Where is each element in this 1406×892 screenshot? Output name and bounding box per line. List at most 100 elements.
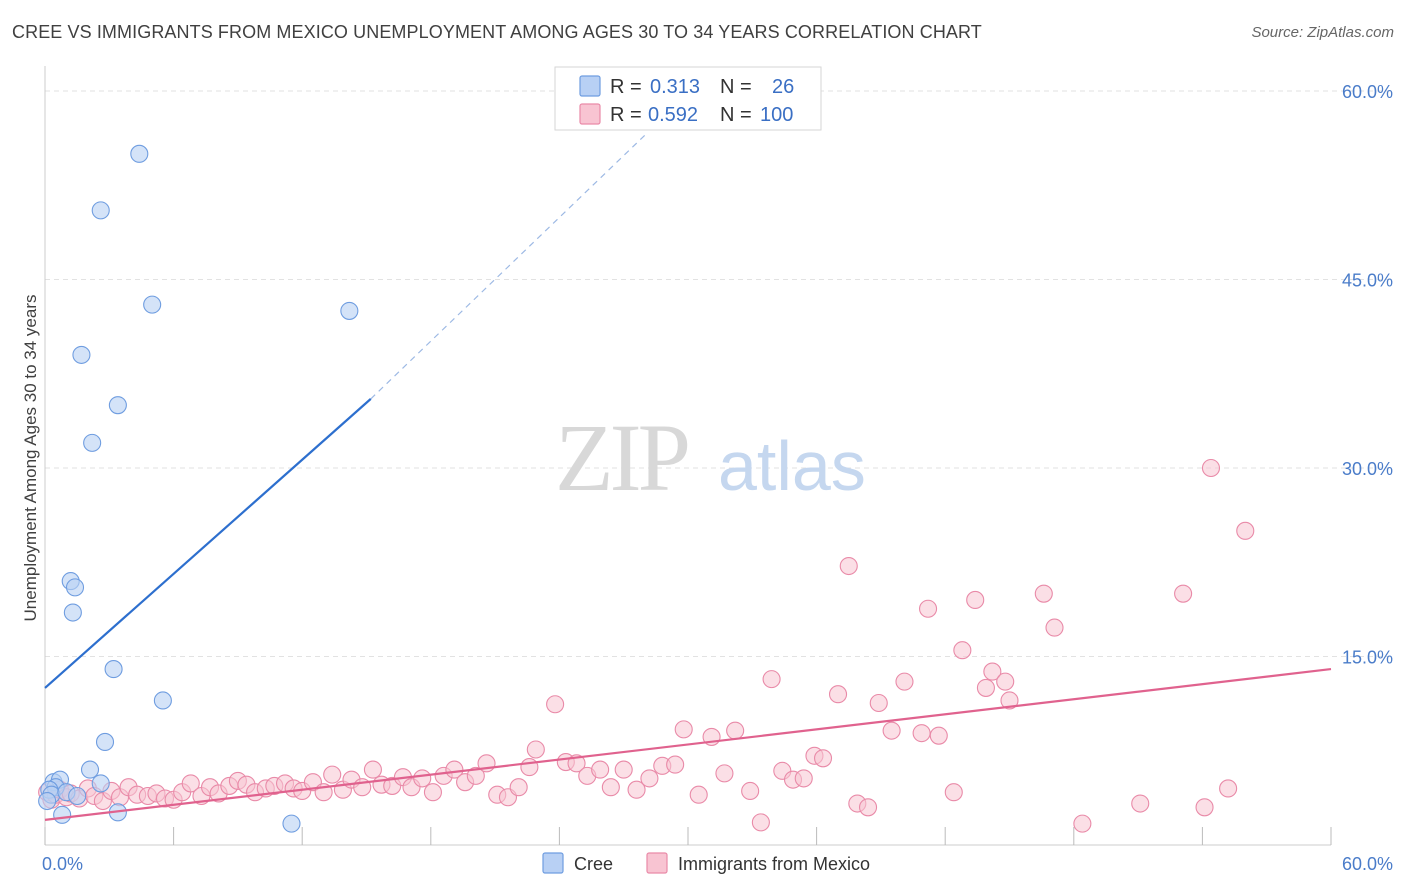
legend-r-value-cree: 0.313 <box>650 76 700 98</box>
chart-title: CREE VS IMMIGRANTS FROM MEXICO UNEMPLOYM… <box>12 22 982 42</box>
grid-layer <box>45 90 1392 657</box>
bottom-legend: Cree Immigrants from Mexico <box>542 852 870 874</box>
point-cree-22 <box>53 805 72 824</box>
point-mexico-101 <box>1195 798 1214 817</box>
point-mexico-80 <box>839 556 858 576</box>
point-mexico-70 <box>726 721 745 740</box>
source-label: Source: ZipAtlas.com <box>1251 24 1394 41</box>
point-cree-1 <box>91 201 110 220</box>
point-mexico-66 <box>674 720 693 739</box>
point-mexico-54 <box>526 740 545 759</box>
watermark-atlas: atlas <box>718 427 866 505</box>
point-cree-13 <box>80 760 100 779</box>
point-mexico-87 <box>919 599 938 618</box>
point-mexico-91 <box>966 590 985 610</box>
y-tick-label-0: 15.0% <box>1342 648 1393 668</box>
bottom-legend-label-cree: Cree <box>574 854 613 874</box>
y-axis-label: Unemployment Among Ages 30 to 34 years <box>21 295 40 622</box>
trend-layer <box>44 134 1332 821</box>
legend-swatch-cree <box>579 75 601 97</box>
point-mexico-65 <box>666 755 685 774</box>
y-tick-label-3: 60.0% <box>1342 82 1393 102</box>
point-cree-12 <box>95 732 115 752</box>
point-cree-6 <box>83 433 102 452</box>
point-cree-5 <box>108 396 127 415</box>
top-legend: R = 0.313 N = 26 R = 0.592 N = 100 <box>554 66 822 131</box>
x-tick-label-0: 0.0% <box>42 854 83 874</box>
point-mexico-94 <box>996 672 1015 691</box>
points-immigrants-from-mexico <box>38 458 1255 833</box>
bottom-legend-swatch-mexico <box>646 852 668 874</box>
point-cree-11 <box>153 691 172 710</box>
point-cree-8 <box>65 578 85 597</box>
legend-n-value-cree: 26 <box>772 76 794 98</box>
trend-line-cree <box>44 398 372 689</box>
point-mexico-59 <box>591 760 610 779</box>
point-mexico-95 <box>1000 691 1019 710</box>
point-mexico-103 <box>1219 779 1238 798</box>
legend-n-label-mexico: N = <box>720 104 752 126</box>
trend-line-mexico <box>44 667 1332 821</box>
point-mexico-76 <box>794 769 813 788</box>
point-mexico-82 <box>858 798 878 817</box>
point-mexico-62 <box>627 780 646 799</box>
legend-n-value-mexico: 100 <box>760 104 793 126</box>
point-mexico-38 <box>363 760 382 779</box>
bottom-legend-label-mexico: Immigrants from Mexico <box>678 854 870 874</box>
point-mexico-34 <box>323 765 342 784</box>
point-mexico-104 <box>1236 521 1255 540</box>
point-mexico-69 <box>715 764 734 783</box>
point-cree-0 <box>130 144 149 163</box>
point-mexico-96 <box>1034 584 1053 603</box>
point-mexico-97 <box>1045 618 1064 637</box>
point-mexico-67 <box>689 785 708 804</box>
point-mexico-52 <box>509 778 528 797</box>
point-cree-10 <box>104 660 123 679</box>
legend-r-label-cree: R = <box>610 76 642 98</box>
point-cree-9 <box>63 603 82 622</box>
point-cree-2 <box>143 295 162 314</box>
x-tick-label-1: 60.0% <box>1342 854 1393 874</box>
point-mexico-92 <box>976 678 995 697</box>
point-mexico-48 <box>466 766 485 785</box>
point-cree-21 <box>68 786 87 806</box>
point-mexico-19 <box>181 774 200 793</box>
point-cree-25 <box>38 791 57 811</box>
y-tick-label-1: 30.0% <box>1342 459 1393 479</box>
watermark-zip: ZIP <box>555 404 688 511</box>
point-mexico-55 <box>546 695 565 714</box>
point-mexico-89 <box>944 783 963 802</box>
point-mexico-98 <box>1073 814 1092 833</box>
tick-labels: 15.0% 30.0% 45.0% 60.0% 0.0% 60.0% <box>42 82 1393 874</box>
points-cree <box>38 144 359 833</box>
point-mexico-53 <box>520 758 539 777</box>
point-cree-4 <box>72 345 91 364</box>
legend-r-value-mexico: 0.592 <box>648 104 698 126</box>
point-mexico-63 <box>640 769 659 788</box>
point-cree-24 <box>282 814 301 833</box>
point-mexico-102 <box>1201 458 1221 478</box>
point-mexico-60 <box>601 778 620 797</box>
trend-line-cree-extension <box>370 134 646 400</box>
legend-r-label-mexico: R = <box>610 104 642 126</box>
point-mexico-71 <box>741 781 760 801</box>
bottom-legend-swatch-cree <box>542 852 564 874</box>
point-cree-3 <box>340 301 359 320</box>
point-mexico-83 <box>869 693 888 713</box>
point-mexico-90 <box>953 641 972 660</box>
point-mexico-44 <box>423 783 442 802</box>
point-mexico-86 <box>912 724 931 743</box>
point-cree-14 <box>91 774 110 793</box>
point-mexico-85 <box>895 672 914 691</box>
point-mexico-100 <box>1174 584 1193 603</box>
y-tick-label-2: 45.0% <box>1342 271 1393 291</box>
point-mexico-46 <box>445 760 464 779</box>
legend-swatch-mexico <box>579 103 601 125</box>
point-mexico-72 <box>751 813 770 832</box>
point-mexico-88 <box>929 726 948 745</box>
point-mexico-61 <box>614 760 633 779</box>
point-mexico-79 <box>828 685 848 704</box>
point-mexico-73 <box>762 670 781 689</box>
point-mexico-78 <box>813 749 833 768</box>
